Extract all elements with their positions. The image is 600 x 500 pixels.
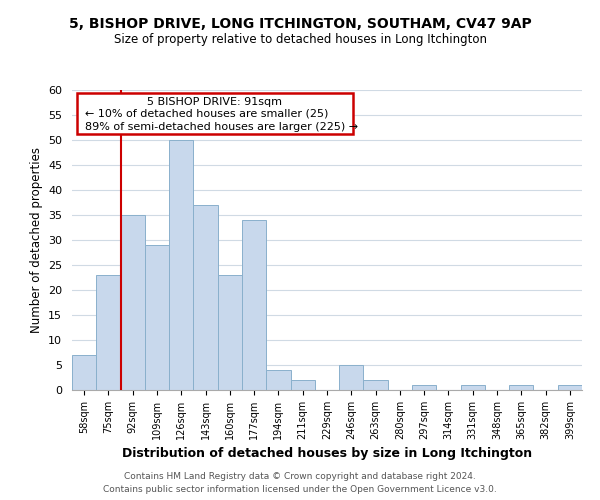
FancyBboxPatch shape (77, 93, 353, 134)
Text: Size of property relative to detached houses in Long Itchington: Size of property relative to detached ho… (113, 32, 487, 46)
Text: ← 10% of detached houses are smaller (25): ← 10% of detached houses are smaller (25… (85, 108, 328, 118)
Bar (121, 215, 145, 390)
Bar (266, 370, 290, 390)
Bar (193, 205, 218, 390)
Bar (242, 220, 266, 390)
Text: Contains HM Land Registry data © Crown copyright and database right 2024.: Contains HM Land Registry data © Crown c… (124, 472, 476, 481)
Bar (290, 380, 315, 390)
Bar (339, 365, 364, 390)
Text: Contains public sector information licensed under the Open Government Licence v3: Contains public sector information licen… (103, 484, 497, 494)
X-axis label: Distribution of detached houses by size in Long Itchington: Distribution of detached houses by size … (122, 448, 532, 460)
Bar (364, 380, 388, 390)
Bar (461, 385, 485, 390)
Bar (96, 275, 121, 390)
Bar (72, 355, 96, 390)
Text: 5, BISHOP DRIVE, LONG ITCHINGTON, SOUTHAM, CV47 9AP: 5, BISHOP DRIVE, LONG ITCHINGTON, SOUTHA… (68, 18, 532, 32)
Bar (218, 275, 242, 390)
Bar (509, 385, 533, 390)
Bar (412, 385, 436, 390)
Text: 5 BISHOP DRIVE: 91sqm: 5 BISHOP DRIVE: 91sqm (148, 96, 283, 106)
Text: 89% of semi-detached houses are larger (225) →: 89% of semi-detached houses are larger (… (85, 122, 358, 132)
Bar (558, 385, 582, 390)
Bar (169, 140, 193, 390)
Y-axis label: Number of detached properties: Number of detached properties (29, 147, 43, 333)
Bar (145, 245, 169, 390)
